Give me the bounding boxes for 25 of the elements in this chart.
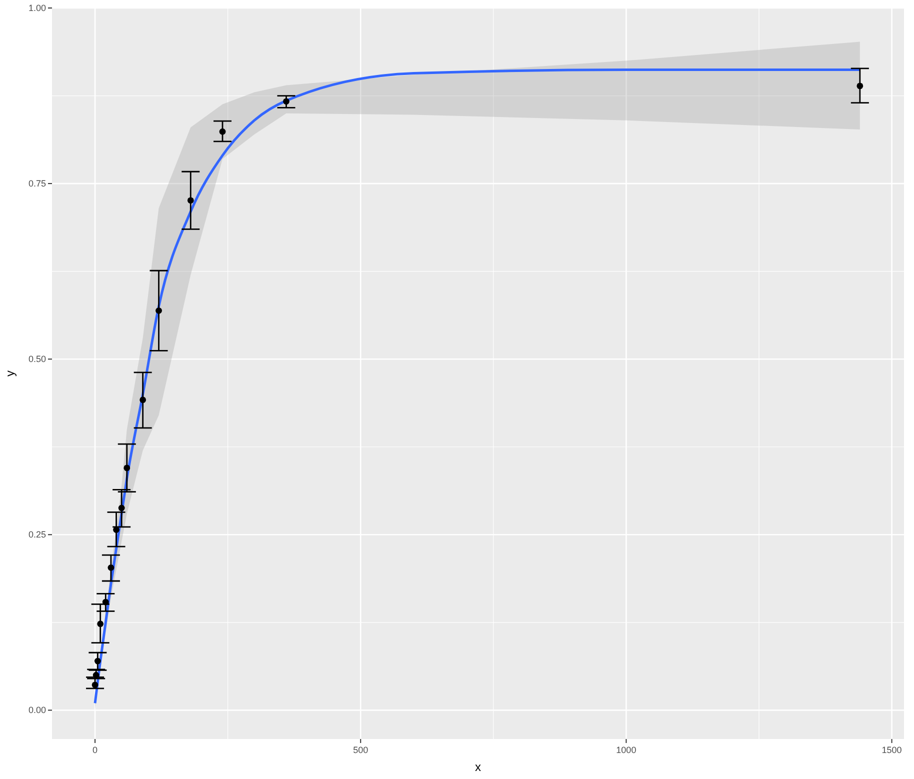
x-tick-label: 1000 — [616, 745, 636, 755]
point — [92, 682, 98, 688]
x-tick-label: 0 — [92, 745, 98, 755]
point — [97, 620, 104, 628]
point — [283, 98, 290, 105]
y-axis-title: y — [3, 370, 17, 376]
point — [102, 598, 109, 606]
x-tick-label: 1500 — [882, 745, 902, 755]
point — [156, 307, 162, 314]
point — [187, 197, 194, 204]
point — [94, 658, 101, 664]
point — [92, 672, 100, 678]
y-tick-label: 0.00 — [28, 705, 46, 716]
x-tick-label: 500 — [353, 745, 368, 755]
y-tick-label: 0.75 — [28, 178, 46, 189]
point — [118, 504, 125, 512]
x-axis-title: x — [475, 760, 481, 774]
y-tick-label: 1.00 — [28, 3, 46, 13]
y-tick-label: 0.25 — [28, 530, 46, 540]
point — [219, 128, 226, 135]
point — [108, 564, 114, 571]
point — [124, 464, 130, 472]
y-tick-label: 0.50 — [28, 354, 46, 364]
point — [856, 82, 864, 90]
point — [140, 396, 146, 404]
